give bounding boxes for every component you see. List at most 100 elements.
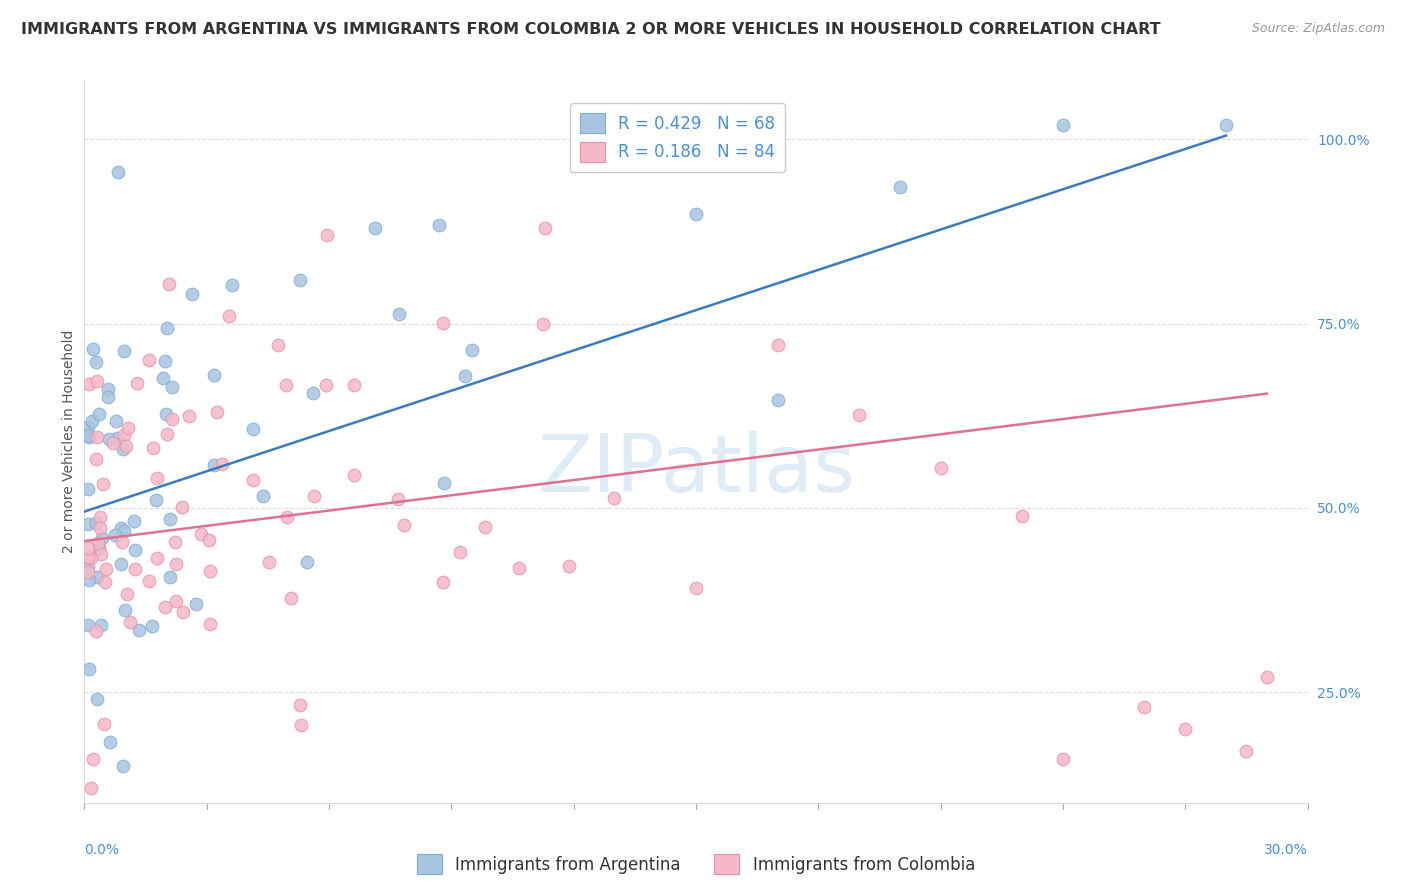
- Point: [1174, 722, 1197, 736]
- Point: [114, 602, 136, 616]
- Point: [90, 531, 112, 545]
- Point: [128, 623, 150, 637]
- Point: [80, 414, 103, 428]
- Point: [110, 521, 132, 535]
- Point: [202, 368, 225, 383]
- Point: [432, 316, 454, 330]
- Point: [86, 451, 108, 466]
- Point: [111, 534, 134, 549]
- Point: [153, 354, 176, 368]
- Point: [315, 378, 337, 392]
- Point: [79, 430, 101, 444]
- Point: [159, 570, 181, 584]
- Point: [889, 179, 911, 194]
- Point: [155, 599, 177, 614]
- Point: [159, 511, 181, 525]
- Point: [1215, 118, 1237, 132]
- Point: [155, 407, 177, 421]
- Point: [929, 461, 952, 475]
- Point: [252, 489, 274, 503]
- Point: [84, 624, 107, 638]
- Point: [115, 439, 138, 453]
- Point: [302, 489, 325, 503]
- Point: [115, 587, 138, 601]
- Point: [364, 221, 387, 235]
- Point: [77, 662, 100, 676]
- Point: [266, 338, 288, 352]
- Text: 30.0%: 30.0%: [1264, 843, 1308, 856]
- Point: [152, 371, 174, 385]
- Point: [1052, 751, 1074, 765]
- Point: [77, 419, 100, 434]
- Point: [179, 409, 201, 423]
- Point: [198, 565, 221, 579]
- Point: [766, 338, 789, 352]
- Point: [112, 344, 135, 359]
- Point: [165, 594, 187, 608]
- Point: [259, 555, 281, 569]
- Point: [211, 457, 233, 471]
- Point: [202, 458, 225, 473]
- Point: [685, 207, 707, 221]
- Y-axis label: 2 or more Vehicles in Household: 2 or more Vehicles in Household: [62, 330, 76, 553]
- Point: [77, 541, 100, 556]
- Point: [432, 575, 454, 590]
- Point: [218, 309, 240, 323]
- Point: [290, 717, 312, 731]
- Point: [166, 558, 188, 572]
- Point: [1011, 509, 1033, 524]
- Text: 0.0%: 0.0%: [84, 843, 120, 856]
- Point: [96, 382, 118, 396]
- Point: [104, 528, 127, 542]
- Point: [105, 431, 128, 445]
- Point: [141, 619, 163, 633]
- Point: [93, 574, 115, 589]
- Point: [96, 390, 118, 404]
- Point: [557, 559, 579, 574]
- Point: [388, 307, 411, 321]
- Point: [302, 386, 325, 401]
- Point: [1133, 700, 1156, 714]
- Point: [163, 534, 186, 549]
- Point: [101, 436, 124, 450]
- Point: [138, 352, 160, 367]
- Point: [146, 550, 169, 565]
- Text: Source: ZipAtlas.com: Source: ZipAtlas.com: [1251, 22, 1385, 36]
- Point: [343, 467, 366, 482]
- Point: [461, 343, 484, 358]
- Point: [146, 471, 169, 485]
- Point: [77, 428, 100, 442]
- Point: [98, 734, 121, 748]
- Point: [77, 565, 100, 579]
- Point: [156, 321, 179, 335]
- Point: [77, 617, 100, 632]
- Point: [90, 617, 112, 632]
- Point: [84, 516, 107, 531]
- Point: [93, 717, 115, 731]
- Point: [112, 524, 135, 538]
- Legend: Immigrants from Argentina, Immigrants from Colombia: Immigrants from Argentina, Immigrants fr…: [411, 847, 981, 881]
- Point: [242, 473, 264, 487]
- Point: [186, 597, 208, 611]
- Point: [82, 342, 104, 356]
- Point: [156, 427, 179, 442]
- Point: [77, 516, 100, 531]
- Point: [288, 698, 311, 713]
- Point: [1256, 670, 1278, 684]
- Point: [1236, 744, 1258, 758]
- Point: [198, 533, 221, 547]
- Point: [124, 562, 146, 576]
- Point: [86, 429, 108, 443]
- Point: [91, 477, 114, 491]
- Point: [315, 227, 337, 242]
- Point: [112, 427, 135, 442]
- Point: [180, 287, 202, 301]
- Point: [124, 514, 146, 528]
- Point: [205, 404, 228, 418]
- Point: [603, 153, 626, 168]
- Text: IMMIGRANTS FROM ARGENTINA VS IMMIGRANTS FROM COLOMBIA 2 OR MORE VEHICLES IN HOUS: IMMIGRANTS FROM ARGENTINA VS IMMIGRANTS …: [21, 22, 1161, 37]
- Point: [138, 574, 160, 589]
- Point: [89, 521, 111, 535]
- Point: [142, 441, 165, 455]
- Point: [172, 605, 194, 619]
